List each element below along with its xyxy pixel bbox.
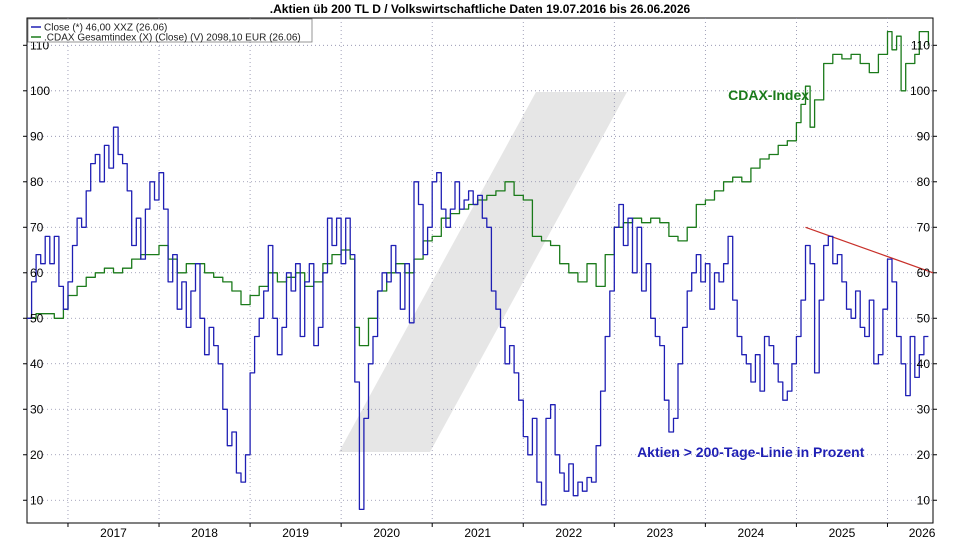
series-line-aktien (27, 126, 929, 511)
y-tick-label-right: 30 (917, 402, 931, 416)
y-axis-right: 10 20 30 40 50 60 70 80 90 100 110 (910, 38, 937, 507)
annotations: CDAX-Index Aktien > 200-Tage-Linie in Pro… (637, 87, 865, 460)
y-tick-label-right: 100 (910, 84, 930, 98)
trend-line-group (805, 226, 934, 274)
x-tick-label: 2020 (373, 526, 400, 540)
y-tick-label-right: 50 (917, 311, 931, 325)
y-tick-label-right: 80 (917, 175, 931, 189)
y-tick-label-left: 70 (30, 220, 44, 234)
x-tick-label: 2023 (646, 526, 673, 540)
legend-entry: .CDAX Gesamtindex (X) (Close) (V) 2098,1… (44, 33, 301, 44)
x-tick-label: 2019 (282, 526, 309, 540)
y-tick-label-right: 70 (917, 220, 931, 234)
legend: Close (*) 46,00 XXZ (26.06).CDAX Gesamti… (27, 18, 313, 44)
y-tick-label-left: 90 (30, 129, 44, 143)
x-tick-label: 2018 (191, 526, 218, 540)
y-tick-label-left: 20 (30, 448, 44, 462)
y-tick-label-left: 10 (30, 493, 44, 507)
y-tick-label-right: 90 (917, 129, 931, 143)
x-tick-label: 2017 (100, 526, 127, 540)
x-tick-label: 2024 (738, 526, 765, 540)
grid-lines (27, 18, 933, 523)
x-tick-label: 2022 (555, 526, 582, 540)
series-lines (27, 30, 930, 511)
y-tick-label-left: 60 (30, 266, 44, 280)
y-tick-label-left: 50 (30, 311, 44, 325)
y-tick-label-left: 80 (30, 175, 44, 189)
y-tick-label-right: 110 (911, 38, 930, 52)
trend-line (805, 226, 934, 274)
y-tick-label-right: 40 (917, 357, 931, 371)
series-line-cdax (27, 30, 930, 347)
plot-area: CDAX-Index Aktien > 200-Tage-Linie in Pro… (26, 17, 934, 524)
x-tick-label: 2026 (909, 526, 936, 540)
annotation-label: Aktien > 200-Tage-Linie in Prozent (637, 444, 865, 460)
y-tick-label-left: 40 (30, 357, 44, 371)
chart-title: .Aktien üb 200 TL D / Volkswirtschaftlic… (270, 2, 691, 16)
y-tick-label-right: 20 (917, 448, 931, 462)
y-tick-label-right: 10 (917, 493, 931, 507)
x-axis: 2017 2018 2019 2020 2021 2022 2023 2024 2025 2026 (67, 523, 936, 540)
y-tick-label-left: 100 (30, 84, 50, 98)
legend-box (27, 18, 313, 43)
annotation-label: CDAX-Index (728, 87, 809, 103)
x-tick-label: 2025 (829, 526, 856, 540)
y-tick-label-right: 60 (917, 266, 931, 280)
y-tick-label-left: 30 (30, 402, 44, 416)
legend-entry: Close (*) 46,00 XXZ (26.06) (44, 23, 167, 34)
x-tick-label: 2021 (464, 526, 491, 540)
